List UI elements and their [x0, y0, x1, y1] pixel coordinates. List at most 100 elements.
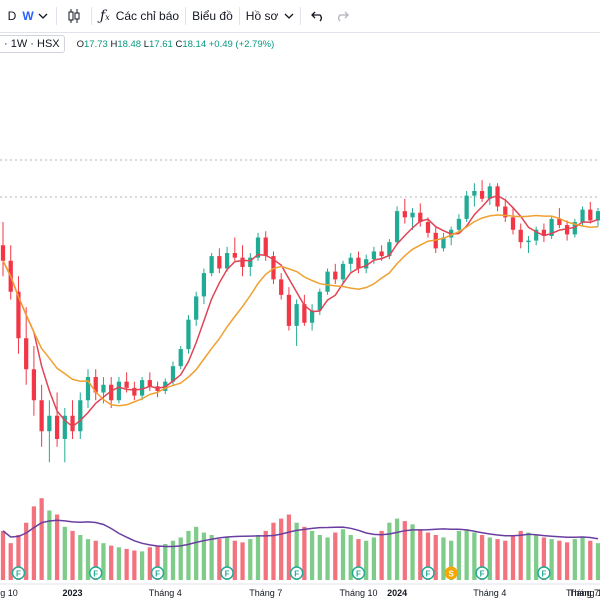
open-label: O	[76, 38, 85, 50]
candle-body	[255, 237, 261, 258]
low-value: 17.61	[149, 38, 173, 50]
earnings-marker-icon	[475, 566, 489, 580]
volume-bar	[410, 524, 415, 580]
candle-body	[178, 349, 183, 367]
volume-bar	[549, 539, 554, 580]
candle-body	[54, 415, 60, 439]
candle-body	[433, 232, 438, 249]
indicators-label: Các chỉ báo	[115, 9, 180, 23]
volume-bar	[425, 532, 431, 580]
candle-body	[479, 191, 485, 199]
candle-body	[201, 273, 207, 297]
volume-bar	[309, 530, 315, 580]
volume-bar	[31, 506, 37, 580]
earnings-marker-icon	[150, 566, 165, 580]
volume-bar	[580, 537, 585, 580]
interval-w-button[interactable]: W	[20, 0, 36, 32]
volume-bar	[139, 551, 145, 580]
close-label: C	[175, 38, 183, 50]
volume-bar	[93, 540, 98, 580]
candle-body	[47, 415, 52, 432]
candle-body	[132, 387, 137, 396]
volume-bar	[186, 530, 191, 580]
redo-button[interactable]	[329, 0, 355, 32]
volume-bar	[263, 530, 268, 580]
earnings-marker-icon	[220, 566, 234, 580]
volume-bar	[503, 540, 508, 580]
ohlc-readout: O17.73 H18.48 L17.61 C18.14 +0.49 (+2.79…	[77, 39, 275, 50]
x-axis: g 10 2023 Tháng 4 Tháng 7 Tháng 10 2024 Tháng …	[0, 583, 600, 600]
volume-bar	[47, 510, 52, 580]
earnings-marker-label: F	[294, 570, 299, 579]
candle-body	[109, 384, 114, 401]
candle-body	[534, 229, 539, 241]
candle-body	[116, 381, 122, 401]
volume-bar	[595, 543, 600, 580]
candle-body	[93, 377, 98, 393]
profile-menu-button[interactable]: Hồ sơ	[246, 0, 295, 32]
volume-bar	[279, 518, 284, 580]
candle-body	[595, 211, 600, 221]
undo-button[interactable]	[307, 0, 329, 32]
low-label: L	[143, 38, 150, 50]
volume-bar	[317, 535, 322, 580]
candle-body	[155, 386, 160, 391]
interval-d-button[interactable]: D	[4, 0, 20, 32]
volume-bar	[464, 529, 469, 580]
open-value: 17.73	[84, 38, 108, 50]
high-label: H	[110, 38, 118, 50]
candle-body	[85, 377, 91, 401]
volume-ma-line	[2, 519, 599, 548]
chart-style-button[interactable]	[63, 0, 85, 32]
volume-bar	[24, 522, 29, 580]
earnings-marker-icon	[289, 566, 304, 580]
volume-bar	[487, 537, 492, 580]
toolbar-divider	[185, 7, 187, 25]
volume-bar	[132, 550, 137, 580]
candle-body	[286, 294, 292, 326]
split-marker-label: S	[449, 570, 455, 579]
undo-icon	[311, 11, 323, 22]
candle-body	[163, 381, 168, 391]
candle-body	[101, 384, 106, 393]
interval-dropdown-button[interactable]	[36, 0, 50, 32]
candle-body	[232, 253, 237, 258]
candle-body	[503, 206, 508, 218]
candle-body	[333, 271, 338, 280]
x-axis-tick-label: Tháng 4	[149, 588, 182, 598]
volume-bar	[557, 540, 562, 580]
candle-body	[464, 195, 469, 219]
earnings-marker-label: F	[426, 570, 431, 579]
candle-body	[302, 304, 307, 323]
candle-body	[557, 218, 562, 226]
volume-bar	[224, 537, 230, 580]
volume-bar	[101, 543, 106, 580]
volume-bar	[85, 539, 91, 580]
split-marker-icon	[444, 566, 458, 580]
volume-bar	[325, 537, 330, 580]
candle-body	[279, 279, 284, 295]
change-value: +0.49 (+2.79%)	[208, 38, 275, 50]
x-axis-tick-label: Tháng 10	[339, 588, 377, 598]
volume-bar	[564, 542, 570, 580]
symbol-button[interactable]: · 1W · HSX	[0, 35, 65, 53]
chart-menu-button[interactable]: Biểu đồ	[192, 0, 233, 32]
high-value: 18.48	[117, 38, 142, 50]
candle-body	[588, 209, 593, 221]
volume-bar	[271, 522, 276, 580]
volume-bar	[70, 530, 75, 580]
toolbar-divider	[56, 7, 57, 25]
volume-bar	[510, 535, 516, 580]
candle-body	[348, 257, 353, 264]
indicators-button[interactable]: ƒx Các chỉ báo	[98, 0, 179, 32]
candle-body	[526, 240, 531, 243]
volume-bar	[116, 547, 122, 580]
candle-body	[472, 191, 477, 196]
volume-bar	[456, 530, 462, 580]
volume-bar	[387, 522, 392, 580]
volume-bar	[402, 521, 407, 580]
moving-averages-layer	[2, 194, 599, 428]
candle-body	[549, 218, 554, 236]
volume-bar	[147, 547, 152, 580]
